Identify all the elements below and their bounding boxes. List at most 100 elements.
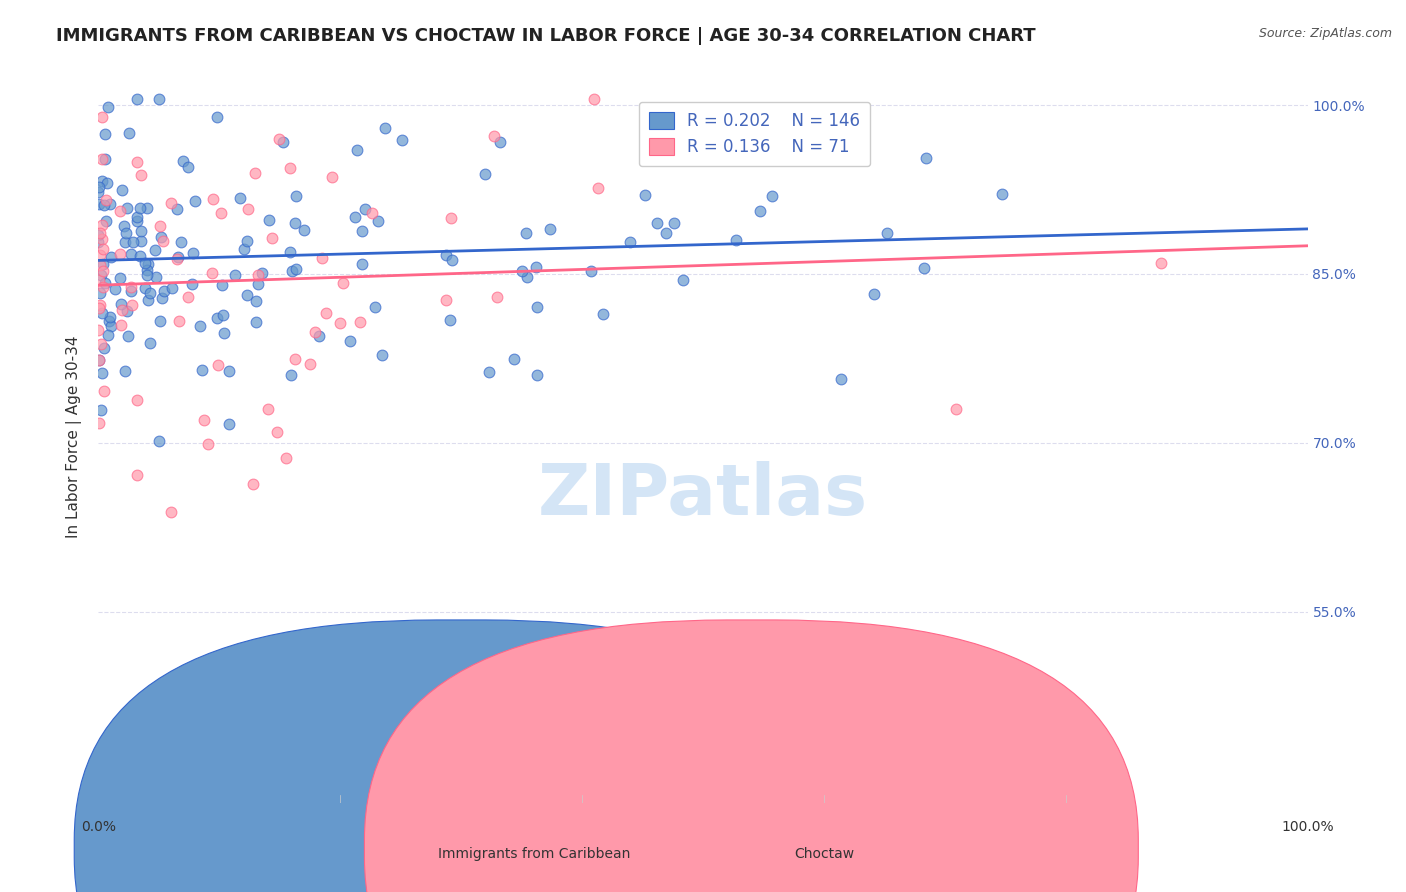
Immigrants from Caribbean (122, 235, 145, 250)
Choctaw (582, 93, 605, 107)
Choctaw (96, 193, 118, 207)
Immigrants from Caribbean (478, 365, 501, 379)
Immigrants from Caribbean (524, 260, 547, 274)
Immigrants from Caribbean (91, 257, 114, 271)
Immigrants from Caribbean (862, 286, 884, 301)
Immigrants from Caribbean (211, 308, 233, 322)
Immigrants from Caribbean (245, 294, 267, 309)
Immigrants from Caribbean (93, 341, 115, 355)
Choctaw (131, 168, 153, 182)
Choctaw (311, 251, 333, 265)
Immigrants from Caribbean (117, 329, 139, 343)
Immigrants from Caribbean (153, 284, 176, 298)
Choctaw (945, 402, 967, 417)
Legend: R = 0.202    N = 146, R = 0.136    N = 71: R = 0.202 N = 146, R = 0.136 N = 71 (638, 102, 870, 166)
Immigrants from Caribbean (152, 291, 174, 305)
Immigrants from Caribbean (233, 242, 256, 256)
Immigrants from Caribbean (191, 363, 214, 377)
Immigrants from Caribbean (129, 234, 152, 248)
Immigrants from Caribbean (134, 280, 156, 294)
Choctaw (121, 298, 143, 312)
Immigrants from Caribbean (654, 227, 676, 241)
Text: 100.0%: 100.0% (1281, 820, 1334, 834)
Immigrants from Caribbean (344, 210, 367, 224)
Immigrants from Caribbean (346, 144, 368, 158)
Immigrants from Caribbean (87, 179, 110, 194)
Immigrants from Caribbean (250, 266, 273, 280)
Choctaw (329, 316, 352, 330)
Choctaw (440, 211, 463, 226)
Text: Source: ZipAtlas.com: Source: ZipAtlas.com (1258, 27, 1392, 40)
Immigrants from Caribbean (97, 100, 120, 114)
Choctaw (242, 476, 264, 491)
Immigrants from Caribbean (110, 297, 132, 311)
Immigrants from Caribbean (441, 252, 464, 267)
Immigrants from Caribbean (114, 364, 136, 378)
Immigrants from Caribbean (96, 176, 118, 190)
Choctaw (89, 298, 111, 312)
Immigrants from Caribbean (90, 366, 112, 380)
Choctaw (278, 161, 301, 175)
Immigrants from Caribbean (87, 227, 110, 242)
Immigrants from Caribbean (352, 224, 374, 238)
Immigrants from Caribbean (516, 270, 538, 285)
Immigrants from Caribbean (94, 214, 117, 228)
Immigrants from Caribbean (526, 368, 548, 383)
Immigrants from Caribbean (212, 326, 235, 340)
Y-axis label: In Labor Force | Age 30-34: In Labor Force | Age 30-34 (66, 335, 83, 539)
Immigrants from Caribbean (167, 250, 190, 264)
Choctaw (482, 129, 505, 144)
Immigrants from Caribbean (120, 246, 142, 260)
Choctaw (93, 279, 115, 293)
Choctaw (247, 268, 270, 282)
Immigrants from Caribbean (128, 249, 150, 263)
Choctaw (284, 351, 307, 366)
Text: Choctaw: Choctaw (794, 847, 853, 861)
Immigrants from Caribbean (350, 257, 373, 271)
Immigrants from Caribbean (135, 268, 157, 282)
Choctaw (91, 263, 114, 277)
Immigrants from Caribbean (136, 256, 159, 270)
Immigrants from Caribbean (218, 417, 240, 431)
Immigrants from Caribbean (135, 201, 157, 215)
Immigrants from Caribbean (184, 194, 207, 209)
Immigrants from Caribbean (367, 214, 389, 228)
Immigrants from Caribbean (129, 224, 152, 238)
Immigrants from Caribbean (245, 315, 267, 329)
Immigrants from Caribbean (148, 93, 170, 107)
Text: Immigrants from Caribbean: Immigrants from Caribbean (437, 847, 630, 861)
Immigrants from Caribbean (94, 276, 117, 290)
Immigrants from Caribbean (139, 336, 162, 351)
Choctaw (90, 218, 112, 232)
Choctaw (125, 392, 148, 407)
Choctaw (125, 155, 148, 169)
Immigrants from Caribbean (224, 268, 246, 283)
Choctaw (434, 293, 457, 307)
Choctaw (315, 306, 337, 320)
Choctaw (90, 110, 112, 124)
Immigrants from Caribbean (205, 110, 228, 124)
Immigrants from Caribbean (489, 136, 512, 150)
Immigrants from Caribbean (526, 300, 548, 314)
Immigrants from Caribbean (181, 246, 204, 260)
Choctaw (167, 314, 190, 328)
Text: IMMIGRANTS FROM CARIBBEAN VS CHOCTAW IN LABOR FORCE | AGE 30-34 CORRELATION CHAR: IMMIGRANTS FROM CARIBBEAN VS CHOCTAW IN … (56, 27, 1036, 45)
Immigrants from Caribbean (724, 233, 747, 247)
Immigrants from Caribbean (87, 235, 110, 249)
Immigrants from Caribbean (97, 327, 120, 342)
Immigrants from Caribbean (98, 310, 121, 325)
Choctaw (201, 192, 224, 206)
Immigrants from Caribbean (284, 217, 307, 231)
FancyBboxPatch shape (364, 620, 1139, 892)
Immigrants from Caribbean (117, 126, 139, 140)
Immigrants from Caribbean (439, 312, 461, 326)
Choctaw (91, 152, 114, 166)
Immigrants from Caribbean (134, 256, 156, 270)
Immigrants from Caribbean (117, 304, 139, 318)
Choctaw (360, 205, 382, 219)
Choctaw (87, 301, 110, 316)
Choctaw (110, 247, 132, 261)
Immigrants from Caribbean (100, 319, 122, 334)
Immigrants from Caribbean (160, 281, 183, 295)
Immigrants from Caribbean (990, 186, 1012, 201)
